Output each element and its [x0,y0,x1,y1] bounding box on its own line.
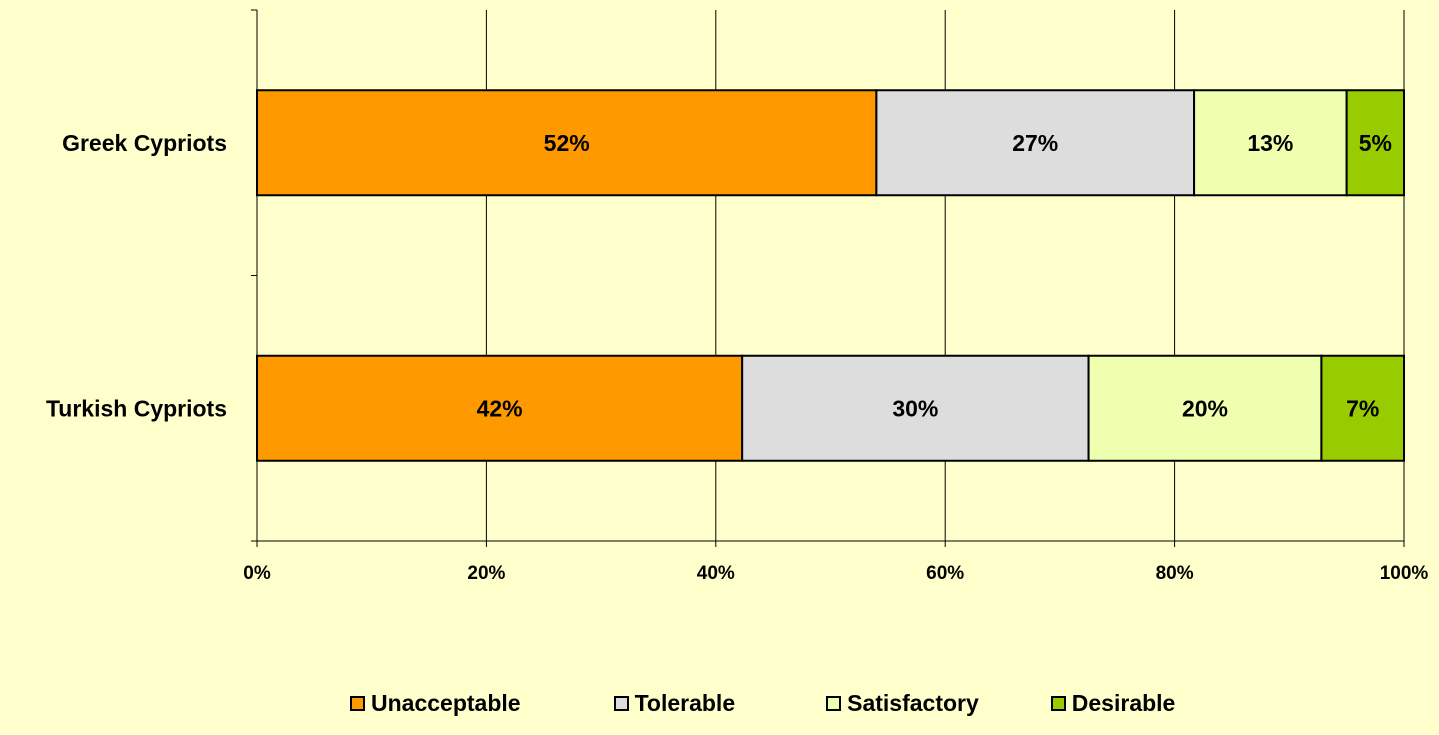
x-tick-label: 100% [1380,563,1429,584]
bar-segment-tolerable [875,89,1196,197]
labels: 0% 20% 40% 60% 80% 100% 52% 27% 13% 5% Greek Cypri… [46,130,1428,584]
bar-segment-unacceptable [256,354,744,462]
x-tick-label: 0% [243,563,271,584]
legend-label-satisfactory: Satisfactory [847,690,979,716]
bar-segment-desirable [1345,89,1406,197]
legend-item-satisfactory: Satisfactory [826,690,979,717]
x-tick-label: 20% [467,563,505,584]
data-label-satisfactory: 20% [1182,395,1228,421]
data-label-tolerable: 27% [1012,130,1058,156]
data-label-tolerable: 30% [892,395,938,421]
x-tick-label: 80% [1156,563,1194,584]
axes [251,9,1405,547]
data-label-satisfactory: 13% [1247,130,1293,156]
legend: Unacceptable Tolerable Satisfactory Desi… [350,690,1175,717]
legend-swatch-desirable [1050,696,1066,711]
legend-swatch-satisfactory [826,696,842,711]
legend-item-desirable: Desirable [1050,690,1176,717]
bars [256,89,1406,462]
legend-swatch-tolerable [613,696,629,711]
legend-swatch-unacceptable [350,696,365,711]
bar-segment-satisfactory [1193,89,1348,197]
legend-label-desirable: Desirable [1071,690,1176,716]
legend-item-unacceptable: Unacceptable [350,690,521,717]
category-label: Turkish Cypriots [46,395,227,421]
x-tick-label: 60% [926,563,964,584]
legend-label-tolerable: Tolerable [634,690,736,716]
legend-item-tolerable: Tolerable [613,690,736,717]
data-label-desirable: 5% [1359,130,1392,156]
data-label-unacceptable: 52% [544,130,590,156]
bar-segment-tolerable [741,354,1090,462]
x-tick-label: 40% [697,563,735,584]
bar-segment-satisfactory [1087,354,1323,462]
category-label: Greek Cypriots [62,130,227,156]
stacked-bar-chart: 0% 20% 40% 60% 80% 100% 52% 27% 13% 5% Greek Cypri… [46,9,1428,584]
legend-label-unacceptable: Unacceptable [371,690,521,716]
data-label-unacceptable: 42% [477,395,523,421]
data-label-desirable: 7% [1346,395,1379,421]
bar-segment-unacceptable [256,89,878,197]
bar-segment-desirable [1320,354,1406,462]
